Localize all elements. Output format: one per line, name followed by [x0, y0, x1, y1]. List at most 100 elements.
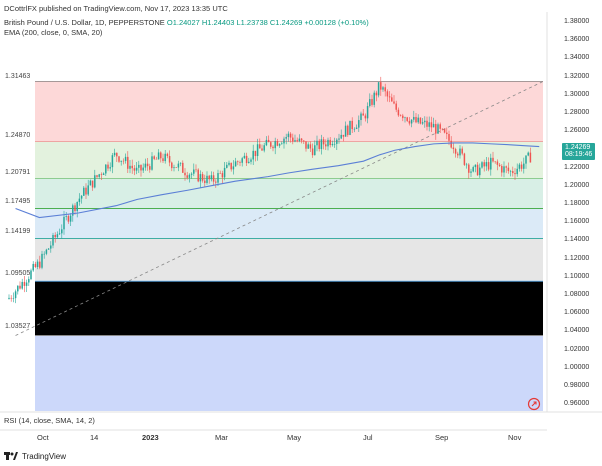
candle-body [333, 143, 336, 145]
candle-body [175, 167, 177, 168]
candle-body [157, 152, 160, 160]
candle-body [124, 156, 127, 161]
candle-body [122, 160, 125, 162]
candle-body [395, 103, 397, 110]
candle-body [133, 168, 136, 171]
candle-body [232, 166, 235, 170]
candle-body [452, 147, 455, 150]
candle-body [415, 116, 417, 123]
ohlc-values: O1.24027 H1.24403 L1.23738 C1.24269 +0.0… [166, 18, 369, 27]
candle-body [162, 158, 164, 162]
candle-body [373, 92, 375, 105]
fib-label-1: 1.31463 [5, 73, 31, 80]
candle-body [67, 216, 70, 222]
time-tick: Jul [363, 433, 373, 442]
alert-icon[interactable] [527, 397, 541, 411]
candle-body [63, 216, 65, 230]
candle-body [314, 145, 316, 156]
candle-body [443, 129, 446, 133]
rsi-indicator-label[interactable]: RSI (14, close, SMA, 14, 2) [4, 416, 95, 425]
candle-body [259, 144, 261, 149]
candle-body [371, 99, 373, 105]
candle-body [100, 174, 103, 175]
candle-body [351, 120, 353, 130]
candle-body [439, 124, 441, 129]
candle-body [270, 142, 272, 147]
price-tick: 1.08000 [564, 291, 590, 298]
candle-body [25, 282, 28, 286]
candle-body [287, 133, 290, 138]
candle-body [454, 149, 457, 154]
candle-body [283, 138, 285, 144]
candle-body [261, 148, 263, 151]
candle-body [153, 156, 155, 159]
candle-body [254, 150, 257, 157]
trend-line [15, 81, 544, 336]
candle-body [298, 138, 301, 141]
symbol-line: British Pound / U.S. Dollar, 1D, PEPPERS… [4, 18, 165, 27]
candle-body [338, 138, 340, 140]
candle-body [503, 166, 505, 173]
fib-lines [35, 81, 543, 336]
candle-body [223, 167, 226, 178]
candle-body [171, 162, 173, 169]
candle-body [14, 291, 17, 299]
ema-legend[interactable]: EMA (200, close, 0, SMA, 20) [4, 28, 103, 37]
candle-body [56, 234, 59, 238]
price-tick: 1.06000 [564, 309, 590, 316]
price-tick: 1.38000 [564, 18, 590, 25]
candle-body [65, 216, 67, 217]
candle-body [369, 99, 371, 107]
candle-body [413, 116, 415, 120]
candle-body [408, 120, 411, 124]
candle-body [505, 166, 507, 168]
bar-countdown: 08:19:46 [565, 151, 593, 159]
candle-body [250, 159, 252, 162]
candle-body [428, 122, 430, 127]
time-tick: Oct [37, 433, 49, 442]
tradingview-logo[interactable]: TradingView [4, 451, 66, 461]
candle-body [164, 153, 166, 162]
fib-zone [35, 335, 543, 411]
candle-body [160, 152, 162, 159]
fib-zone [35, 281, 543, 336]
fib-label-4: 1.17495 [5, 198, 31, 205]
footer-brand: TradingView [22, 451, 67, 461]
candle-body [358, 120, 360, 128]
candle-body [80, 195, 83, 199]
candle-body [234, 161, 237, 167]
candle-body [58, 233, 61, 235]
time-tick: Sep [435, 433, 449, 442]
candle-body [32, 263, 34, 271]
candle-body [151, 156, 153, 170]
candle-body [74, 205, 76, 212]
time-tick: 2023 [142, 433, 159, 442]
candle-body [516, 168, 518, 175]
candle-body [417, 117, 419, 123]
candle-body [362, 113, 364, 116]
candle-body [512, 171, 514, 174]
candle-body [397, 109, 400, 116]
candle-body [116, 152, 118, 157]
candle-body [459, 148, 461, 156]
candle-body [267, 139, 270, 143]
current-price-label: 1.24269 08:19:46 [562, 143, 596, 160]
fib-zone [35, 238, 543, 282]
candle-body [206, 175, 208, 183]
candle-body [384, 87, 386, 92]
price-tick: 0.96000 [564, 400, 590, 407]
candle-body [498, 164, 501, 166]
price-tick: 1.18000 [564, 200, 590, 207]
candle-body [177, 163, 180, 168]
candle-body [320, 139, 323, 150]
candle-body [23, 281, 26, 286]
candle-body [404, 117, 406, 119]
price-tick: 1.32000 [564, 73, 590, 80]
candle-body [78, 198, 81, 202]
candle-body [193, 169, 195, 174]
candle-body [276, 141, 279, 146]
candle-body [329, 139, 331, 146]
candle-body [263, 145, 265, 151]
candle-body [309, 144, 312, 149]
